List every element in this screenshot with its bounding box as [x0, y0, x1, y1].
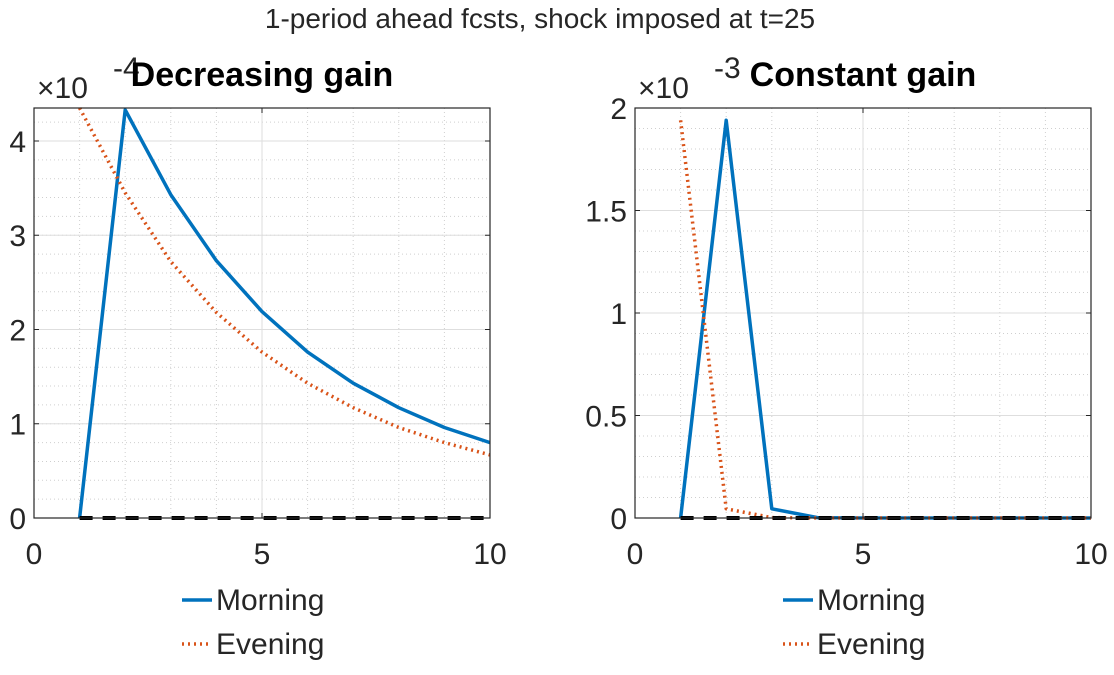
y-tick-label: 2: [9, 314, 26, 347]
x-tick-label: 5: [254, 538, 271, 571]
series-line-morning: [77, 108, 491, 519]
tick-labels: 0 5 10 0 0.5 1 1.5 2: [585, 93, 1107, 571]
y-exponent-power: -3: [714, 52, 741, 85]
series-group: [678, 118, 1091, 520]
y-tick-label: 1.5: [585, 196, 627, 229]
x-tick-label: 10: [1074, 538, 1107, 571]
x-tick-label: 0: [627, 538, 644, 571]
y-exponent-label: ×10 -4: [37, 52, 140, 105]
y-tick-label: 2: [610, 93, 627, 126]
series-line-evening: [78, 107, 491, 457]
y-exponent-label: ×10 -3: [638, 52, 741, 105]
series-line-evening: [678, 120, 1091, 520]
legend-label: Evening: [216, 628, 324, 661]
y-tick-label: 0.5: [585, 401, 627, 434]
legend: Morning Evening: [783, 584, 925, 661]
y-tick-label: 4: [9, 126, 26, 159]
series-group: [77, 107, 491, 520]
panel-title: Constant gain: [750, 56, 977, 94]
y-tick-label: 1: [610, 298, 627, 331]
y-exponent-power: -4: [113, 52, 140, 85]
y-exponent-base: ×10: [638, 72, 689, 105]
series-line-morning: [678, 118, 1091, 520]
y-tick-label: 1: [9, 409, 26, 442]
legend-label: Morning: [216, 584, 324, 617]
legend: Morning Evening: [182, 584, 324, 661]
legend-label: Evening: [817, 628, 925, 661]
y-tick-label: 0: [9, 503, 26, 536]
chart-panel-2: 0 5 10 0 0.5 1 1.5 2 ×10 -3 Constant gain Morning Ev…: [585, 52, 1107, 661]
y-tick-label: 3: [9, 220, 26, 253]
legend-label: Morning: [817, 584, 925, 617]
x-tick-label: 5: [855, 538, 872, 571]
x-tick-label: 10: [473, 538, 506, 571]
y-exponent-base: ×10: [37, 72, 88, 105]
panel-title: Decreasing gain: [131, 56, 394, 94]
figure-suptitle: 1-period ahead fcsts, shock imposed at t…: [265, 3, 815, 34]
x-tick-label: 0: [26, 538, 43, 571]
tick-labels: 0 5 10 0 1 2 3 4: [9, 108, 507, 571]
y-tick-label: 0: [610, 503, 627, 536]
